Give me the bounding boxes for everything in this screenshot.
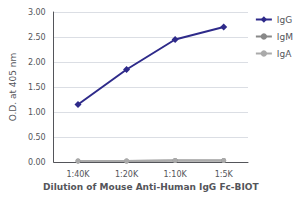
svg-text:2.00: 2.00 xyxy=(28,58,46,67)
svg-text:0.50: 0.50 xyxy=(28,133,46,142)
svg-text:3.00: 3.00 xyxy=(28,8,46,17)
svg-text:1:40K: 1:40K xyxy=(66,170,90,179)
svg-text:1.50: 1.50 xyxy=(28,83,46,92)
svg-text:IgA: IgA xyxy=(277,49,292,59)
svg-text:1.00: 1.00 xyxy=(28,108,46,117)
svg-text:0.00: 0.00 xyxy=(28,158,46,167)
svg-text:Dilution of Mouse Anti-Human I: Dilution of Mouse Anti-Human IgG Fc-BIOT xyxy=(43,182,259,192)
svg-text:IgG: IgG xyxy=(277,15,292,25)
svg-text:IgM: IgM xyxy=(277,32,293,42)
svg-text:O.D. at 405 nm: O.D. at 405 nm xyxy=(8,53,18,122)
svg-text:1:10K: 1:10K xyxy=(164,170,188,179)
svg-text:1:20K: 1:20K xyxy=(115,170,139,179)
svg-text:1:5K: 1:5K xyxy=(215,170,234,179)
svg-text:2.50: 2.50 xyxy=(28,33,46,42)
